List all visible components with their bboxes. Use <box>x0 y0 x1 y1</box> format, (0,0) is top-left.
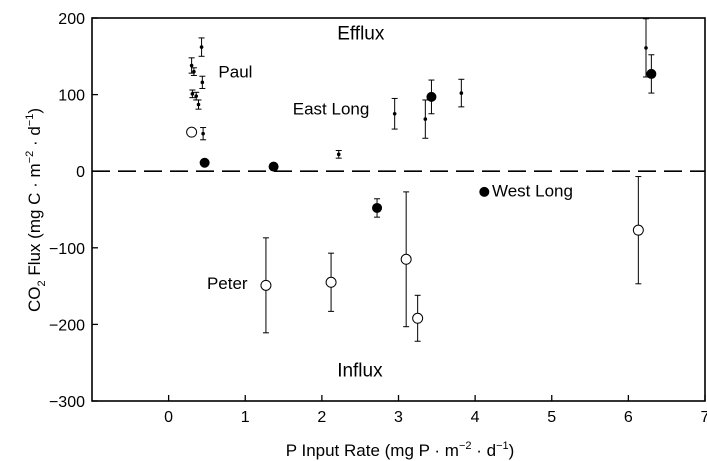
y-tick-label: −300 <box>49 394 85 411</box>
open-circle-point <box>632 224 644 236</box>
marks-layer <box>186 18 657 342</box>
small-point <box>459 91 464 95</box>
small-point <box>194 94 199 98</box>
small-point <box>199 45 204 49</box>
open-circle-point <box>325 276 337 288</box>
small-point <box>189 63 194 68</box>
y-tick-label: 200 <box>58 11 85 28</box>
plot-frame <box>91 17 706 402</box>
x-tick-label: 0 <box>164 409 173 426</box>
small-point <box>423 117 428 121</box>
small-point <box>200 80 205 85</box>
y-tick-label: −100 <box>49 241 85 258</box>
open-circle-point <box>400 253 412 265</box>
text-layer: Efflux Influx Paul East Long West Long Peter <box>207 23 573 381</box>
x-tick-label: 7 <box>701 409 707 426</box>
small-point <box>392 111 397 116</box>
small-point <box>190 92 195 96</box>
annotation-paul: Paul <box>218 63 252 82</box>
annotation-peter: Peter <box>207 274 248 293</box>
plot-border <box>91 17 706 402</box>
region-label-influx: Influx <box>337 360 383 381</box>
x-tick-label: 6 <box>624 409 633 426</box>
filled-circle-point <box>646 68 657 79</box>
x-tick-label: 5 <box>547 409 556 426</box>
x-tick-label: 1 <box>241 409 250 426</box>
small-point <box>196 102 201 107</box>
x-tick-label: 4 <box>471 409 480 426</box>
filled-circle-point <box>268 161 279 172</box>
region-label-efflux: Efflux <box>337 23 385 44</box>
annotation-west-long: West Long <box>492 181 573 200</box>
x-axis-title: P Input Rate (mg P · m−2 · d−1) <box>286 440 515 460</box>
y-axis-title: CO2 Flux (mg C · m−2 · d−1) <box>24 108 48 312</box>
y-tick-label: 0 <box>76 164 85 181</box>
x-tick-label: 3 <box>394 409 403 426</box>
filled-circle-point <box>372 202 383 213</box>
small-point <box>192 69 196 74</box>
ticks-layer: 0 1 2 3 4 5 6 7 −300 −200 −100 0 100 200 <box>49 11 707 426</box>
y-tick-label: −200 <box>49 317 85 334</box>
open-circle-point <box>186 126 198 138</box>
open-circle-point <box>260 279 272 291</box>
x-tick-label: 2 <box>317 409 326 426</box>
small-point <box>336 152 341 157</box>
filled-circle-point <box>199 157 210 168</box>
y-tick-label: 100 <box>58 88 85 105</box>
small-point <box>644 46 648 50</box>
small-point <box>201 131 205 136</box>
filled-circle-point <box>426 91 437 102</box>
annotation-east-long: East Long <box>293 100 370 119</box>
filled-circle-point <box>479 186 490 197</box>
open-circle-point <box>412 312 424 324</box>
